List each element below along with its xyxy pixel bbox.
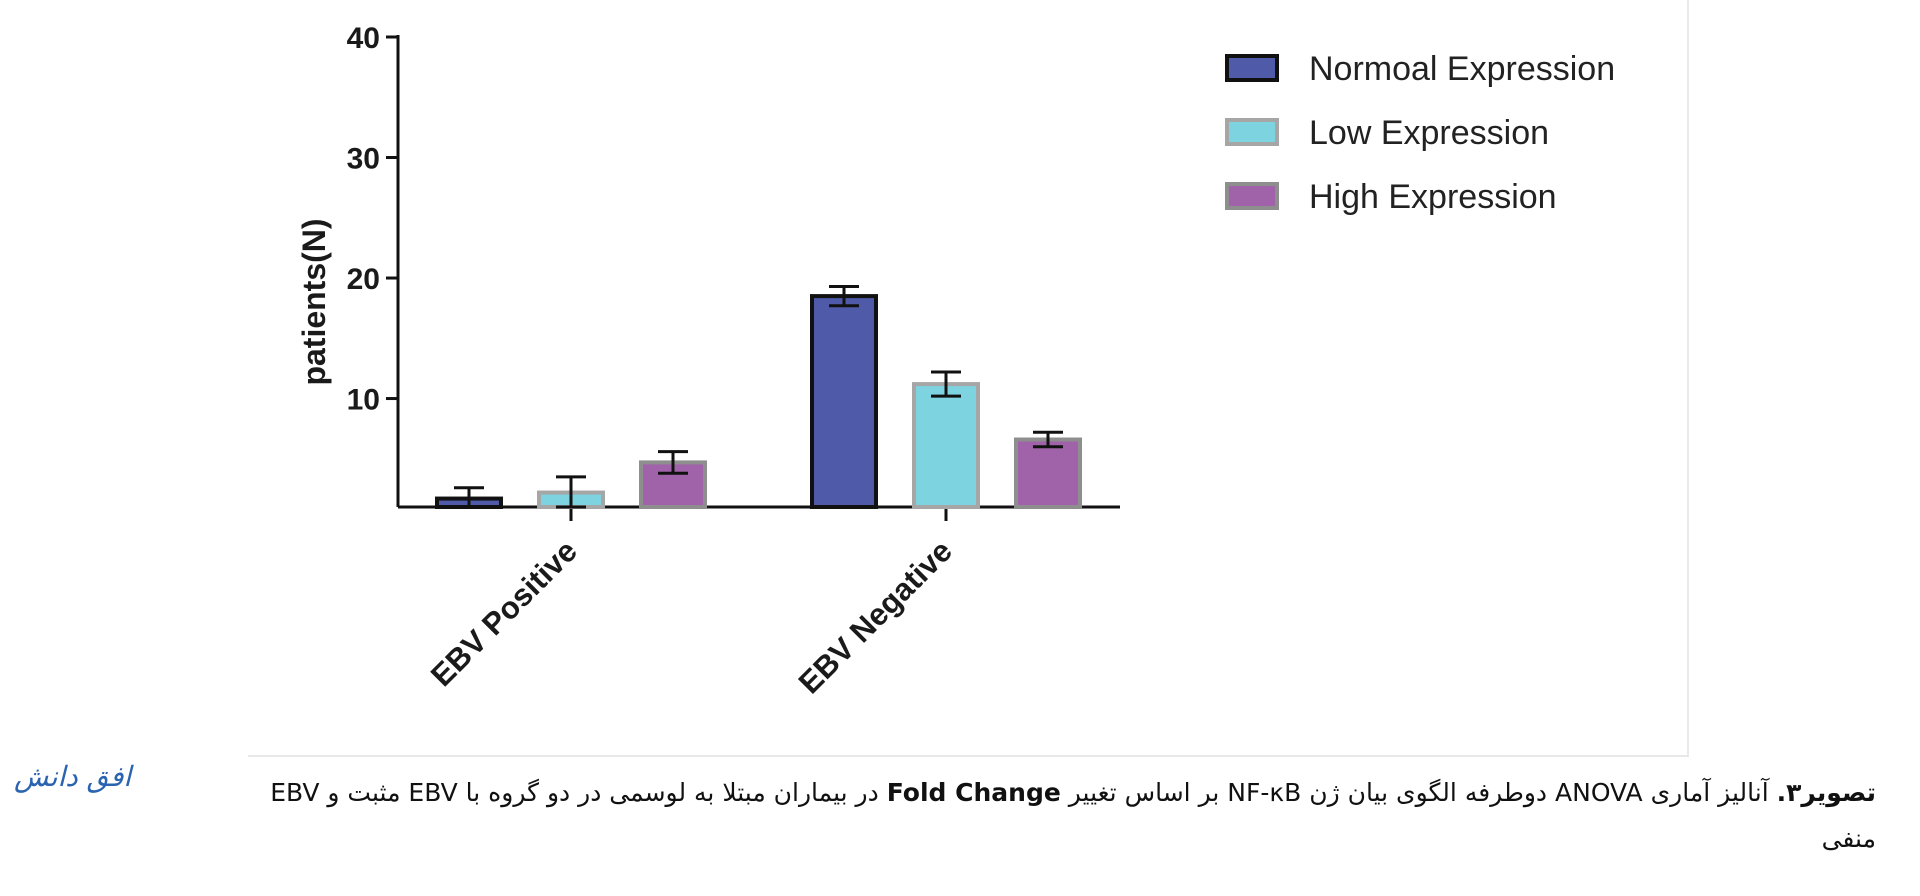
- caption-text-end: در بیماران مبتلا به لوسمی در دو گروه با …: [270, 778, 887, 807]
- legend-swatch: [1225, 182, 1279, 210]
- bar-chart: 10 20 30 40 patients(N) EBV Positive EBV Negat…: [248, 0, 1689, 757]
- bar-2-1: [1014, 437, 1082, 509]
- bar-1-1: [912, 382, 980, 510]
- y-tick-label: 30: [347, 143, 380, 176]
- legend-label: High Expression: [1309, 178, 1557, 216]
- watermark-logo: افق دانش: [14, 760, 132, 793]
- bar-0-1: [810, 294, 878, 509]
- y-tick-label: 40: [347, 22, 380, 55]
- legend-label: Low Expression: [1309, 114, 1549, 152]
- y-tick-label: 10: [347, 384, 380, 417]
- caption-bold-term: Fold Change: [886, 778, 1061, 807]
- x-category-label: EBV Negative: [792, 533, 959, 700]
- figure-caption: تصویر۳. آنالیز آماری ANOVA دوطرفه الگوی …: [0, 762, 1920, 896]
- legend-swatch: [1225, 54, 1279, 82]
- figure-label: تصویر۳.: [1776, 778, 1876, 807]
- caption-line-2: منفی: [1821, 824, 1876, 853]
- y-axis-title: patients(N): [296, 218, 332, 385]
- legend-label: Normoal Expression: [1309, 50, 1615, 88]
- figure-panel: 10 20 30 40 patients(N) EBV Positive EBV Negat…: [248, 0, 1689, 757]
- caption-text: آنالیز آماری ANOVA دوطرفه الگوی بیان ژن …: [1060, 778, 1777, 807]
- legend-swatch: [1225, 118, 1279, 146]
- y-tick-label: 20: [347, 263, 380, 296]
- caption-line-1: تصویر۳. آنالیز آماری ANOVA دوطرفه الگوی …: [270, 778, 1876, 807]
- x-category-label: EBV Positive: [424, 533, 584, 693]
